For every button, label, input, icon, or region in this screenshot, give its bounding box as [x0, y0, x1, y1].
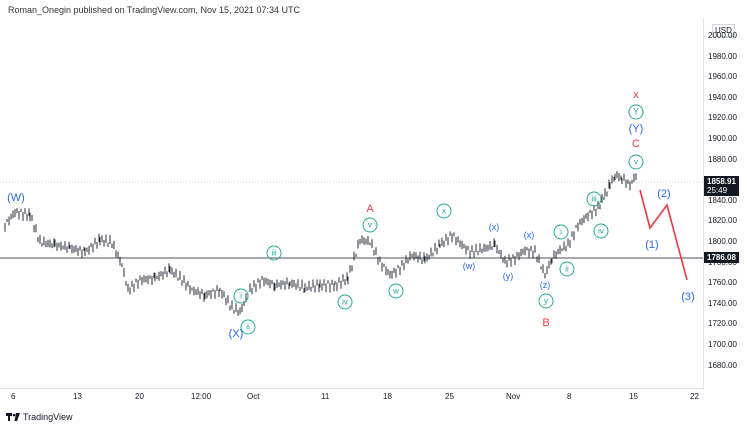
x-tick: 11 [321, 392, 330, 401]
y-tick: 1760.00 [708, 278, 737, 288]
circle-i-1: i [233, 288, 249, 304]
y-tick: 1800.00 [708, 237, 737, 246]
tradingview-logo-icon [6, 413, 20, 421]
x-tick: 13 [73, 392, 82, 401]
wave-x-small-2: (x) [523, 230, 535, 240]
price-chart[interactable] [0, 0, 703, 430]
circle-y: y [538, 293, 554, 309]
footer-brand[interactable]: TradingView [6, 412, 73, 422]
brand-name: TradingView [23, 412, 73, 422]
projection-path [639, 189, 688, 281]
x-tick: 12:00 [191, 392, 212, 401]
y-tick: 1960.00 [708, 72, 737, 82]
y-tick: 1900.00 [708, 134, 737, 143]
y-tick: 1980.00 [708, 51, 737, 61]
wave-X: (X) [228, 328, 244, 340]
wave-z-small: (z) [539, 280, 551, 290]
circle-iv-2: iv [593, 223, 609, 239]
x-tick: Oct [247, 392, 260, 401]
circle-iii-2: iii [586, 191, 602, 207]
wave-w-small: (w) [462, 261, 476, 271]
wave-x-top: x [633, 89, 639, 101]
wave-B: B [542, 317, 550, 329]
circle-i-2: i [553, 224, 569, 240]
circle-ii-1: ii [240, 319, 256, 335]
y-tick: 1840.00 [708, 195, 737, 205]
x-tick: 15 [629, 392, 638, 401]
y-tick: 1880.00 [708, 154, 737, 164]
circle-v-1: v [362, 217, 378, 233]
x-tick: Nov [506, 392, 521, 401]
y-tick: 1820.00 [708, 216, 737, 226]
price-bars [4, 171, 637, 316]
wave-x-small-1: (x) [488, 222, 500, 232]
wave-Y: (Y) [628, 123, 644, 135]
circle-w: w [388, 283, 404, 299]
x-tick: 6 [11, 392, 16, 401]
projection-1: (1) [645, 239, 659, 251]
y-tick: 1940.00 [708, 92, 737, 102]
circle-iv-1: iv [337, 294, 353, 310]
currency-label: USD [712, 24, 735, 37]
circle-iii-1: iii [266, 245, 282, 261]
wave-W: (W) [7, 192, 25, 204]
x-tick: 20 [135, 392, 144, 401]
circle-Y: Y [628, 104, 644, 120]
y-tick: 1680.00 [708, 360, 737, 370]
x-tick: 22 [690, 392, 699, 401]
price-axis[interactable] [703, 18, 750, 390]
y-tick: 1740.00 [708, 298, 737, 308]
projection-2: (2) [657, 188, 671, 200]
time-axis-line [0, 388, 703, 389]
circle-ii-2: ii [559, 261, 575, 277]
y-tick: 1720.00 [708, 319, 737, 329]
wave-A: A [366, 203, 374, 215]
level-price-tag: 1786.08 [704, 252, 739, 263]
circle-v-2: v [628, 154, 644, 170]
circle-x: x [436, 203, 452, 219]
y-tick: 2000.00 [708, 31, 737, 40]
projection-3: (3) [681, 291, 695, 303]
wave-C: C [632, 138, 640, 150]
y-tick: 1700.00 [708, 340, 737, 349]
chart-header: Roman_Onegin published on TradingView.co… [8, 5, 301, 15]
x-tick: 8 [567, 392, 572, 401]
current-price-tag: 1858.91 25:49 [704, 176, 739, 196]
y-tick: 1920.00 [708, 113, 737, 123]
x-tick: 25 [445, 392, 454, 401]
x-tick: 18 [383, 392, 392, 401]
wave-y-small: (y) [502, 271, 514, 281]
